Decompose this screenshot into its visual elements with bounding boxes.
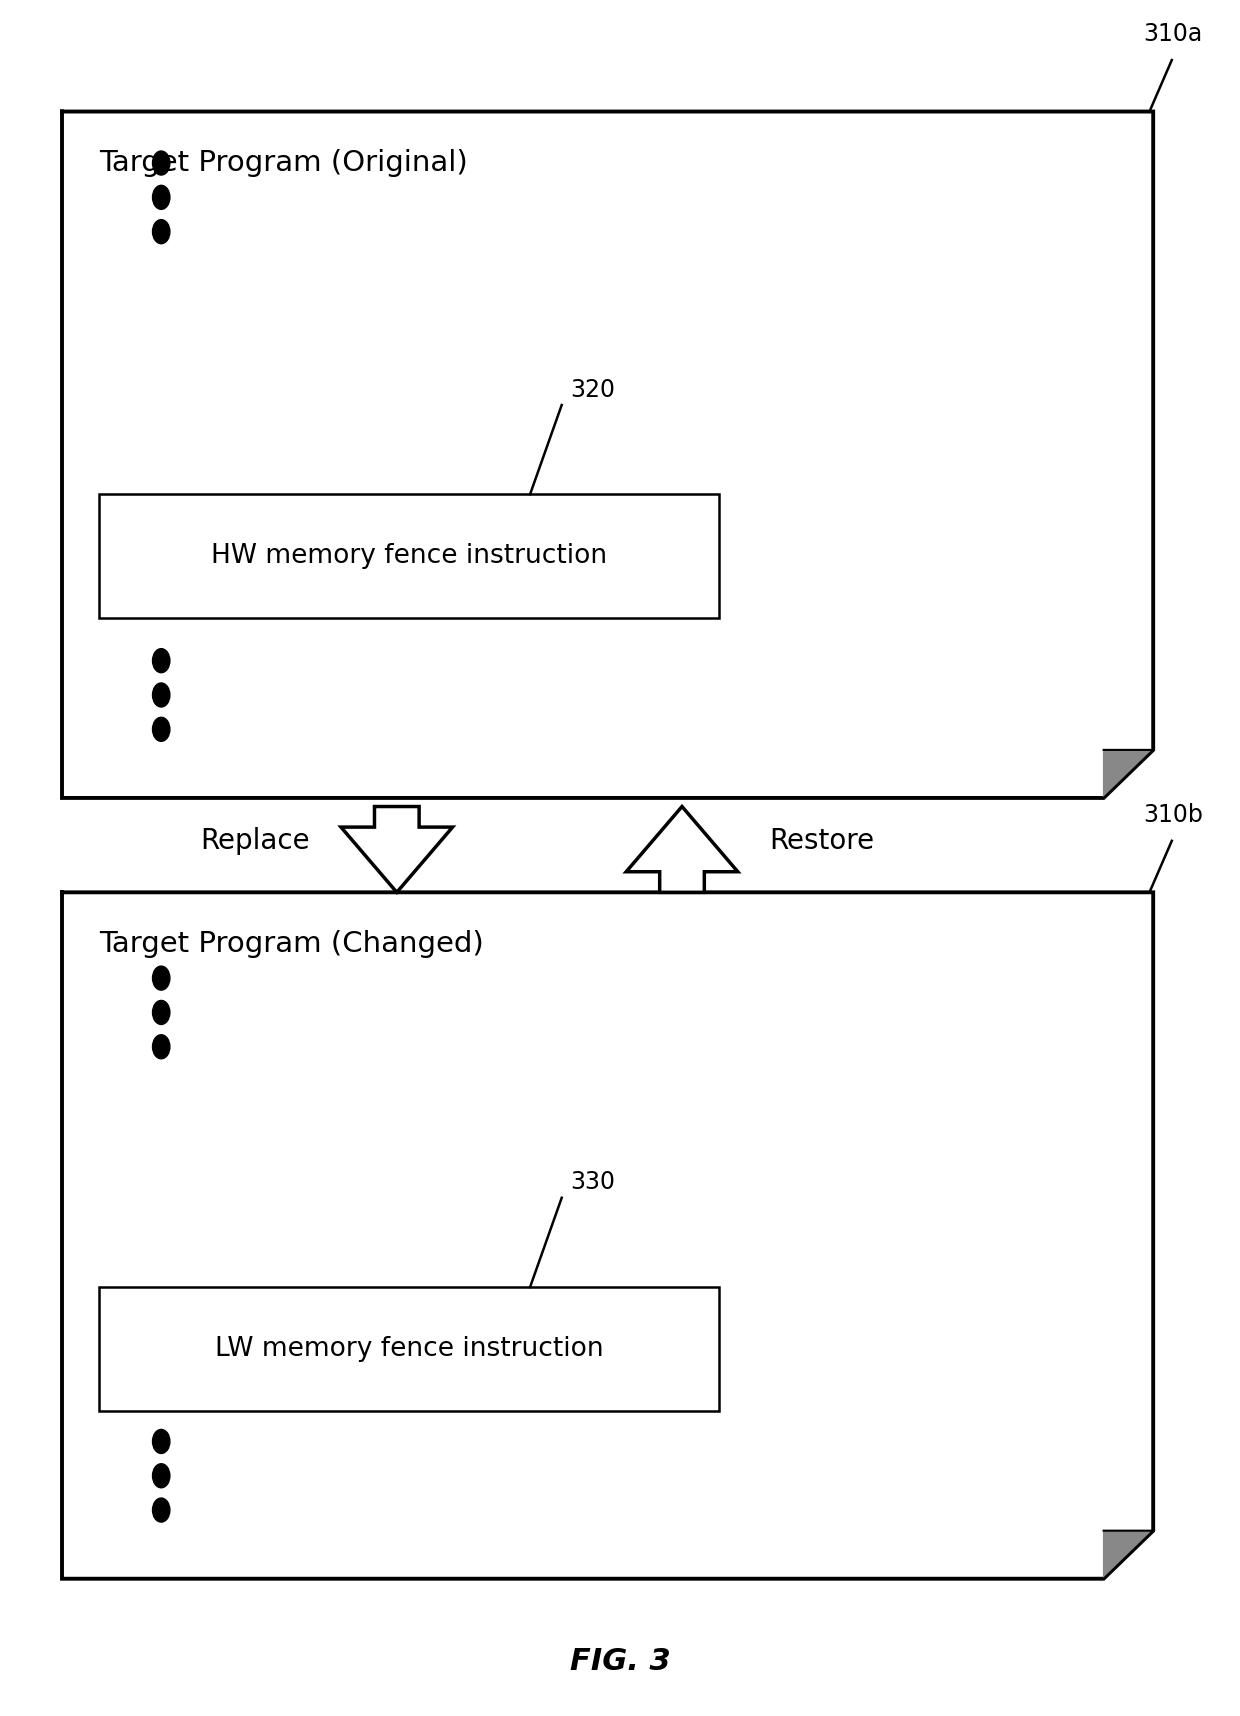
Text: FIG. 3: FIG. 3 bbox=[569, 1647, 671, 1675]
Circle shape bbox=[153, 1035, 170, 1059]
Polygon shape bbox=[341, 807, 453, 892]
Circle shape bbox=[153, 1464, 170, 1488]
Circle shape bbox=[153, 649, 170, 673]
Polygon shape bbox=[626, 807, 738, 892]
Text: LW memory fence instruction: LW memory fence instruction bbox=[215, 1335, 604, 1363]
Text: 330: 330 bbox=[570, 1170, 615, 1194]
Circle shape bbox=[153, 717, 170, 741]
Circle shape bbox=[153, 220, 170, 244]
Polygon shape bbox=[1104, 1531, 1153, 1579]
Text: Target Program (Changed): Target Program (Changed) bbox=[99, 930, 484, 958]
Text: 310a: 310a bbox=[1143, 22, 1203, 46]
Text: Replace: Replace bbox=[201, 827, 310, 855]
Text: 320: 320 bbox=[570, 378, 615, 402]
Circle shape bbox=[153, 1000, 170, 1024]
Bar bbox=[99, 1287, 719, 1411]
Circle shape bbox=[153, 683, 170, 707]
Text: Restore: Restore bbox=[769, 827, 874, 855]
Polygon shape bbox=[62, 112, 1153, 798]
Bar bbox=[99, 494, 719, 618]
Text: Target Program (Original): Target Program (Original) bbox=[99, 149, 467, 177]
Circle shape bbox=[153, 151, 170, 175]
Text: 310b: 310b bbox=[1143, 803, 1203, 827]
Circle shape bbox=[153, 1429, 170, 1453]
Circle shape bbox=[153, 966, 170, 990]
Circle shape bbox=[153, 185, 170, 209]
Polygon shape bbox=[62, 892, 1153, 1579]
Circle shape bbox=[153, 1498, 170, 1522]
Polygon shape bbox=[1104, 750, 1153, 798]
Text: HW memory fence instruction: HW memory fence instruction bbox=[211, 542, 608, 570]
